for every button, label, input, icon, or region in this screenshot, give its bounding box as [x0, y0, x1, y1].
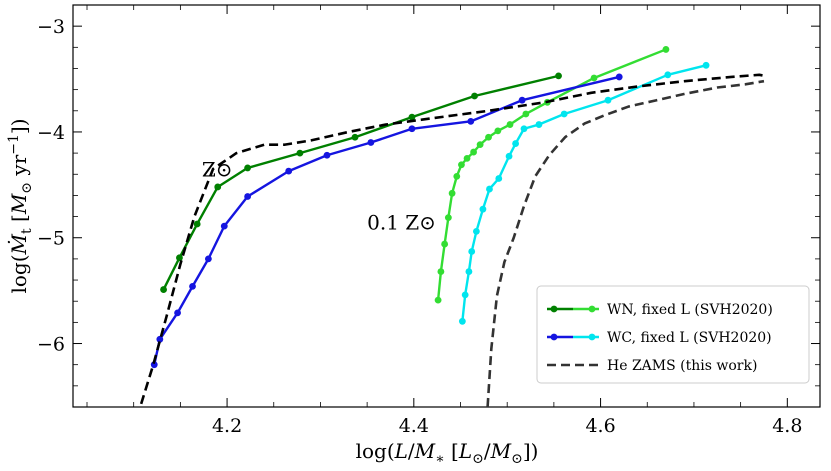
legend-box — [536, 285, 810, 384]
data-point — [560, 110, 568, 118]
data-point — [458, 161, 465, 169]
data-point — [296, 149, 304, 157]
data-point — [522, 110, 530, 118]
annotation-label: Z⊙ — [202, 157, 233, 181]
data-point — [176, 254, 183, 262]
x-tick-label: 4.2 — [212, 415, 242, 437]
data-point — [463, 154, 471, 162]
data-point — [367, 139, 375, 146]
x-tick-label: 4.8 — [772, 415, 802, 437]
legend-marker — [588, 305, 596, 313]
axis-ticks: 4.2 4.4 4.6 4.8 −3 −4 −5 −6 — [37, 4, 820, 437]
data-point — [486, 185, 493, 193]
series-line — [461, 64, 707, 322]
data-point — [156, 335, 164, 343]
data-point — [461, 291, 469, 299]
legend-label: WC, fixed L (SVH2020) — [607, 330, 772, 346]
legend-marker — [550, 333, 558, 341]
legend-entry-he-zams-this-work: He ZAMS (this work) — [547, 358, 757, 374]
data-point — [702, 61, 710, 69]
series-line — [162, 74, 559, 291]
data-point — [441, 240, 449, 248]
data-point — [662, 46, 670, 53]
legend: WN, fixed L (SVH2020) WC, fixed L (SVH202… — [536, 285, 810, 384]
series-line — [486, 79, 765, 407]
data-point — [323, 151, 331, 159]
data-point — [444, 214, 452, 222]
series-line — [153, 75, 620, 365]
data-point — [351, 133, 359, 141]
y-tick-label: −4 — [37, 122, 65, 144]
data-point — [590, 74, 598, 82]
data-point — [520, 125, 528, 133]
series-he-zams-this-work-solar-z — [139, 73, 766, 405]
data-point — [160, 286, 167, 293]
data-point — [604, 96, 612, 104]
data-point — [244, 164, 252, 172]
legend-marker — [550, 305, 558, 313]
y-tick-label: −3 — [37, 16, 65, 38]
data-point — [472, 227, 480, 235]
data-point — [518, 96, 526, 104]
data-point — [193, 220, 201, 228]
y-tick-label: −6 — [37, 334, 65, 356]
data-point — [408, 113, 416, 121]
y-tick-label: −5 — [37, 228, 65, 250]
legend-marker — [588, 333, 596, 341]
data-point — [174, 309, 181, 317]
data-point — [285, 167, 293, 175]
legend-label: He ZAMS (this work) — [607, 358, 757, 374]
data-point — [470, 148, 477, 156]
svg-text:log(L/M∗ [L⊙/M⊙]): log(L/M∗ [L⊙/M⊙]) — [356, 439, 539, 467]
data-point — [434, 296, 442, 304]
data-point — [512, 140, 519, 147]
data-point — [408, 125, 416, 133]
x-axis-title: log(L/M∗ [L⊙/M⊙]) — [356, 439, 539, 467]
data-point — [458, 317, 466, 325]
data-point — [448, 189, 456, 197]
data-point — [485, 133, 492, 141]
x-tick-label: 4.6 — [585, 415, 615, 437]
y-axis-title: log(Ṁt [M⊙ yr−1]) — [6, 118, 35, 293]
series-layer — [139, 46, 766, 407]
data-point — [505, 152, 513, 160]
data-point — [214, 183, 222, 191]
data-point — [244, 193, 252, 200]
series-wc-fixed-l-svh2020-low-z — [458, 61, 710, 325]
legend-label: WN, fixed L (SVH2020) — [607, 302, 773, 318]
data-point — [476, 141, 484, 149]
data-point — [664, 71, 672, 79]
plot-frame — [72, 4, 821, 408]
data-point — [437, 268, 445, 275]
data-point — [555, 72, 562, 80]
data-point — [615, 73, 623, 81]
data-point — [535, 121, 543, 128]
series-wn-fixed-l-svh2020-solar-z — [160, 72, 562, 293]
series-wn-fixed-l-svh2020-low-z — [434, 46, 670, 304]
data-point — [494, 127, 502, 135]
series-wc-fixed-l-svh2020-solar-z — [150, 73, 623, 369]
svg-text:log(Ṁt [M⊙ yr−1]): log(Ṁt [M⊙ yr−1]) — [6, 118, 35, 293]
legend-entry-wc-fixed-l-svh2020: WC, fixed L (SVH2020) — [547, 330, 772, 346]
data-point — [479, 205, 487, 213]
data-point — [453, 172, 461, 180]
series-line — [139, 73, 766, 405]
data-point — [465, 268, 473, 275]
x-tick-label: 4.4 — [399, 415, 429, 437]
data-point — [506, 121, 514, 128]
data-point — [220, 222, 228, 230]
legend-entry-wn-fixed-l-svh2020: WN, fixed L (SVH2020) — [547, 302, 773, 318]
data-point — [204, 255, 212, 263]
data-point — [471, 92, 478, 100]
data-point — [189, 283, 196, 290]
annotation-label: 0.1 Z⊙ — [367, 210, 436, 234]
annotation-layer: Z⊙ 0.1 Z⊙ — [202, 157, 436, 234]
data-point — [495, 175, 503, 182]
series-he-zams-this-work-low-z — [486, 79, 765, 407]
data-point — [468, 248, 476, 255]
data-point — [467, 117, 475, 125]
